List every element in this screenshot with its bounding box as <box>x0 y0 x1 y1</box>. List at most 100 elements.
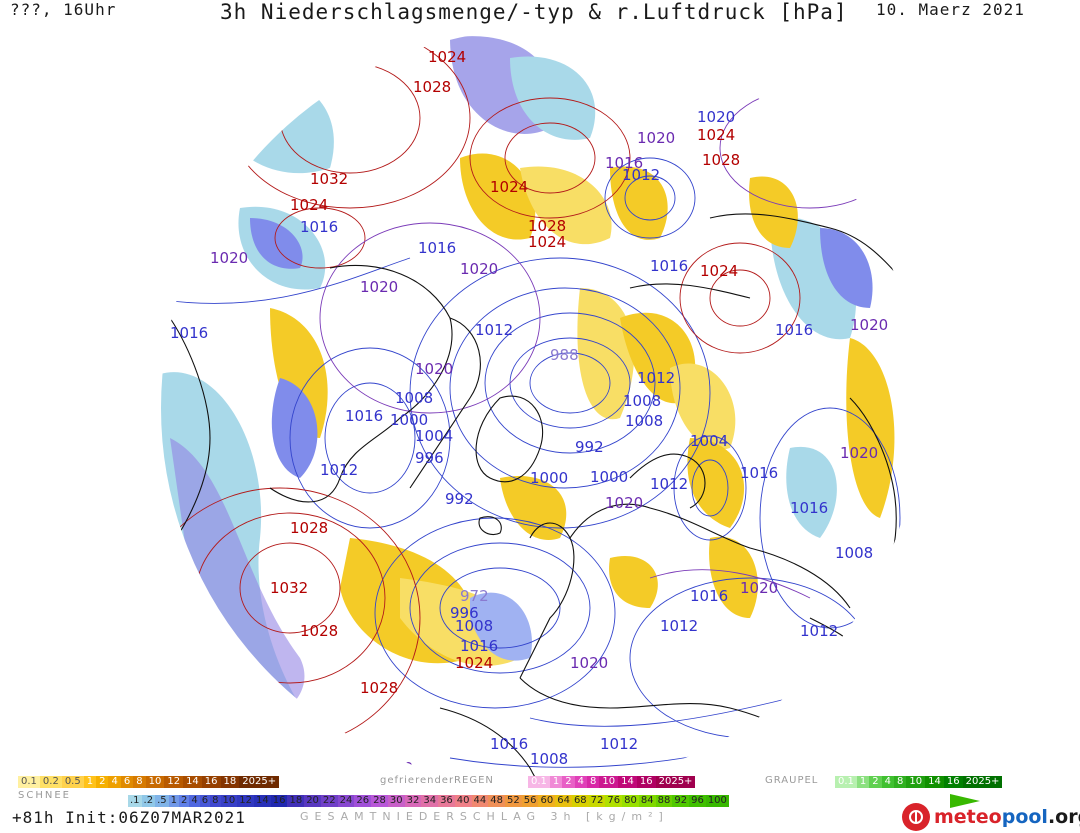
coastline <box>629 283 751 299</box>
isobar-label: 1012 <box>475 321 513 339</box>
legend-swatch: 14 <box>618 776 637 788</box>
brand-suffix: .org <box>1047 806 1080 828</box>
isobar <box>324 382 416 494</box>
isobar-label: 1012 <box>622 166 660 184</box>
isobar-label: 1028 <box>413 78 451 96</box>
map-title: 3h Niederschlagsmenge/-typ & r.Luftdruck… <box>220 0 848 24</box>
isobar-label: 996 <box>450 604 479 622</box>
legend-swatch: 76 <box>605 795 623 807</box>
coastline <box>269 264 453 503</box>
legend-swatch: 40 <box>454 795 472 807</box>
isobar-label: 1024 <box>428 48 466 66</box>
isobar-label: 1000 <box>530 469 568 487</box>
legend-swatch: 100 <box>705 795 729 807</box>
isobar <box>289 347 451 529</box>
legend-snow-label: SCHNEE <box>18 790 71 801</box>
isobar-label: 1020 <box>840 444 878 462</box>
coastline <box>439 707 561 788</box>
isobar <box>239 542 341 634</box>
isobar-label: 1020 <box>210 249 248 267</box>
legend-snow: 0.1 0.2 0.5 1 2 4 6 8 10 12 14 16 18 2025+ <box>18 776 280 788</box>
legend-swatch: 16 <box>270 795 288 807</box>
isobar-label: 988 <box>550 346 579 364</box>
isobar-label: 1016 <box>300 218 338 236</box>
isobar-label: 1016 <box>345 407 383 425</box>
isobar-label: 1020 <box>605 494 643 512</box>
coastline <box>629 453 706 509</box>
legend-swatch: 4 <box>574 776 588 788</box>
legend-swatch: 6 <box>120 776 134 788</box>
legend-swatch: 0.1 <box>18 776 40 788</box>
legend-swatch: 44 <box>471 795 489 807</box>
isobar <box>691 459 729 517</box>
isobar-label: 1020 <box>740 579 778 597</box>
isobar-label: 1012 <box>660 617 698 635</box>
brand-text: meteopool.org <box>934 806 1080 828</box>
legend-swatch: 28 <box>371 795 388 807</box>
isobar-label: 1020 <box>415 360 453 378</box>
legend-swatch: 6 <box>199 795 211 807</box>
legend-freezing-rain-label: gefrierenderREGEN <box>380 775 494 786</box>
legend-swatch: 32 <box>404 795 422 807</box>
coastline <box>519 522 575 679</box>
brand-main: meteo <box>934 806 1002 828</box>
isobar-label: 1032 <box>270 579 308 597</box>
legend-swatch: 12 <box>237 795 254 807</box>
legend-swatch: 10 <box>220 795 238 807</box>
legend-swatch: .1 <box>128 795 142 807</box>
legend-swatch: 80 <box>622 795 639 807</box>
legend-swatch: 84 <box>638 795 656 807</box>
isobar-label: 1028 <box>360 679 398 697</box>
total-precip-label: GESAMTNIEDERSCHLAG 3h [kg/m²] <box>300 810 669 823</box>
legend-swatch: 2 <box>179 795 190 807</box>
isobar-label: 1016 <box>605 154 643 172</box>
coastline <box>475 395 544 483</box>
isobar <box>439 567 561 649</box>
isobar <box>449 287 681 489</box>
legend-swatch: 56 <box>521 795 539 807</box>
meteopool-logo-icon <box>902 803 930 831</box>
legend-swatch: 2025+ <box>239 776 280 788</box>
isobar-label: 1016 <box>418 239 456 257</box>
isobar <box>409 542 591 674</box>
isobar-label: 1024 <box>528 233 566 251</box>
isobar-label: 992 <box>575 438 604 456</box>
isobar-label: 1008 <box>395 389 433 407</box>
isobar-label: 1020 <box>360 278 398 296</box>
legend-swatch: 10 <box>145 776 165 788</box>
legend-swatch: 4 <box>881 776 895 788</box>
legend-swatch: 1 <box>549 776 563 788</box>
isobar <box>649 569 811 599</box>
isobar <box>709 269 771 327</box>
isobar-label: 1008 <box>835 544 873 562</box>
isobar-label: 1020 <box>570 654 608 672</box>
legend-swatch: 18 <box>287 795 305 807</box>
legend-freezing-rain: 0.1 1 2 4 8 10 14 16 2025+ <box>528 776 696 788</box>
isobar-label: 1024 <box>490 178 528 196</box>
isobar-label: 1012 <box>320 461 358 479</box>
legend-swatch: 26 <box>354 795 372 807</box>
isobar <box>274 207 366 269</box>
isobar <box>484 312 656 454</box>
coastline <box>478 516 502 536</box>
legend-swatch: 34 <box>421 795 439 807</box>
brand-accent: pool <box>1001 806 1048 828</box>
meteopool-brand[interactable]: meteopool.org <box>902 803 1080 831</box>
legend-swatch: 12 <box>164 776 184 788</box>
legend-swatch: 48 <box>488 795 505 807</box>
legend-swatch: 0.5 <box>61 776 84 788</box>
isobar-label: 1024 <box>455 654 493 672</box>
legend-swatch: 0.1 <box>528 776 550 788</box>
legend-swatch: 64 <box>555 795 572 807</box>
legend-swatch: 18 <box>220 776 240 788</box>
legend-swatch: 16 <box>636 776 656 788</box>
isobar-label: 1028 <box>702 151 740 169</box>
isobar-label: 1028 <box>300 622 338 640</box>
isobar <box>673 435 747 541</box>
legend-swatch: 2 <box>869 776 882 788</box>
legend-swatch: 22 <box>320 795 338 807</box>
legend-graupel-label: GRAUPEL <box>765 775 819 786</box>
isobar-label: 1020 <box>850 316 888 334</box>
isobar-label: 1008 <box>455 617 493 635</box>
legend-swatch: 4 <box>189 795 200 807</box>
